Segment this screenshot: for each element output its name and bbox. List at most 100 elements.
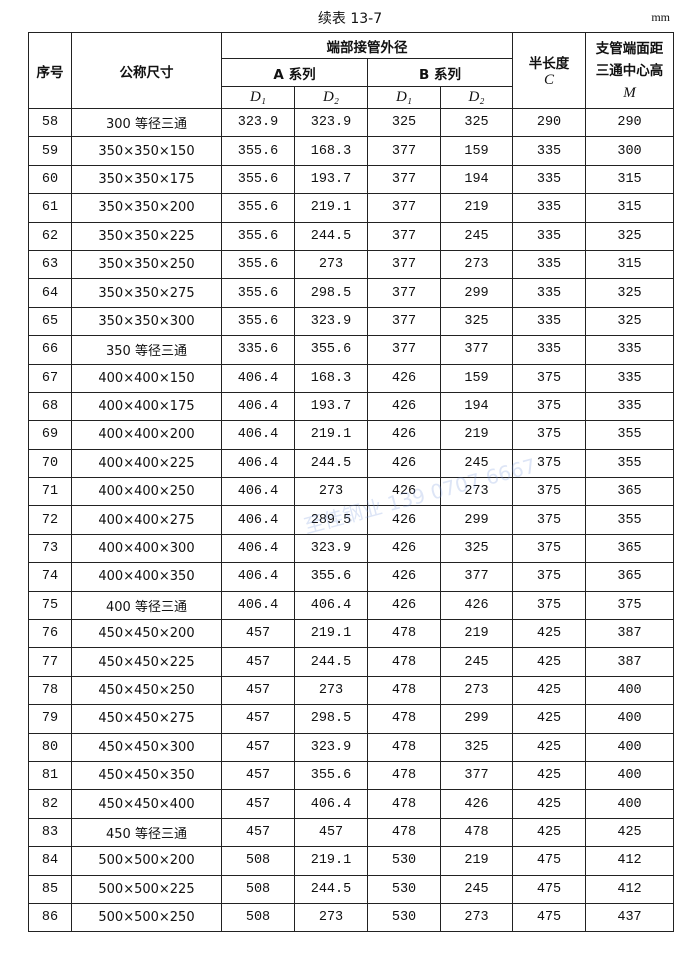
branch-height-label: 支管端面距三通中心高 — [595, 40, 664, 79]
cell-b-d1: 426 — [367, 363, 441, 393]
cell-seq: 67 — [28, 363, 72, 393]
cell-b-d2: 219 — [440, 619, 513, 649]
table-title: 续表 13-7 — [317, 11, 383, 27]
cell-seq: 68 — [28, 391, 72, 422]
cell-b-d2: 325 — [440, 306, 513, 337]
cell-m: 412 — [585, 874, 674, 904]
cell-b-d2: 273 — [440, 902, 513, 933]
cell-nominal: 400×400×150 — [71, 363, 222, 393]
cell-seq: 62 — [28, 221, 72, 251]
cell-b-d2: 426 — [440, 789, 513, 819]
cell-a-d2: 273 — [294, 249, 368, 280]
cell-b-d2: 273 — [440, 249, 513, 280]
cell-a-d2: 244.5 — [294, 647, 368, 677]
cell-b-d1: 377 — [367, 193, 441, 223]
header-a-d2: D₂ — [294, 86, 368, 109]
table-row: 82 450×450×400 457 406.4 478 426 425 400 — [28, 789, 674, 819]
cell-b-d2: 299 — [440, 704, 513, 734]
cell-a-d1: 457 — [221, 675, 295, 706]
cell-b-d1: 426 — [367, 448, 441, 479]
cell-m: 437 — [585, 902, 674, 933]
table-row: 65 350×350×300 355.6 323.9 377 325 335 325 — [28, 306, 674, 337]
cell-nominal: 350×350×175 — [71, 164, 222, 195]
cell-c: 335 — [512, 306, 586, 337]
cell-seq: 80 — [28, 732, 72, 762]
cell-a-d1: 406.4 — [221, 533, 295, 564]
cell-b-d1: 426 — [367, 533, 441, 564]
cell-m: 335 — [585, 335, 674, 365]
cell-b-d2: 478 — [440, 817, 513, 848]
cell-nominal: 500×500×250 — [71, 902, 222, 933]
cell-m: 412 — [585, 846, 674, 876]
cell-c: 375 — [512, 477, 586, 507]
header-series-a: A 系列 — [221, 58, 368, 87]
cell-m: 400 — [585, 760, 674, 791]
cell-a-d2: 323.9 — [294, 533, 368, 564]
cell-c: 425 — [512, 619, 586, 649]
cell-b-d1: 478 — [367, 817, 441, 848]
cell-b-d1: 478 — [367, 647, 441, 677]
cell-m: 365 — [585, 533, 674, 564]
cell-nominal: 500×500×225 — [71, 874, 222, 904]
cell-b-d2: 219 — [440, 846, 513, 876]
cell-c: 425 — [512, 789, 586, 819]
cell-nominal: 450×450×200 — [71, 619, 222, 649]
cell-a-d2: 355.6 — [294, 760, 368, 791]
header-seq: 序号 — [28, 32, 72, 109]
cell-seq: 74 — [28, 562, 72, 592]
cell-a-d2: 273 — [294, 902, 368, 933]
cell-b-d1: 478 — [367, 789, 441, 819]
table-row: 60 350×350×175 355.6 193.7 377 194 335 315 — [28, 164, 674, 195]
cell-m: 375 — [585, 590, 674, 621]
cell-seq: 85 — [28, 874, 72, 904]
cell-seq: 64 — [28, 278, 72, 308]
cell-b-d1: 377 — [367, 335, 441, 365]
table-row: 71 400×400×250 406.4 273 426 273 375 365 — [28, 477, 674, 507]
table-row: 72 400×400×275 406.4 289.5 426 299 375 355 — [28, 505, 674, 535]
cell-b-d1: 377 — [367, 249, 441, 280]
cell-a-d1: 457 — [221, 789, 295, 819]
cell-a-d1: 355.6 — [221, 249, 295, 280]
cell-b-d2: 273 — [440, 675, 513, 706]
table-row: 83 450 等径三通 457 457 478 478 425 425 — [28, 817, 674, 848]
cell-b-d1: 426 — [367, 477, 441, 507]
cell-a-d1: 355.6 — [221, 164, 295, 195]
cell-m: 355 — [585, 420, 674, 450]
cell-nominal: 450×450×225 — [71, 647, 222, 677]
cell-seq: 78 — [28, 675, 72, 706]
cell-a-d1: 406.4 — [221, 448, 295, 479]
cell-nominal: 350×350×225 — [71, 221, 222, 251]
cell-seq: 71 — [28, 477, 72, 507]
table-row: 79 450×450×275 457 298.5 478 299 425 400 — [28, 704, 674, 734]
cell-m: 365 — [585, 477, 674, 507]
cell-a-d1: 457 — [221, 647, 295, 677]
table-row: 81 450×450×350 457 355.6 478 377 425 400 — [28, 760, 674, 791]
table-row: 66 350 等径三通 335.6 355.6 377 377 335 335 — [28, 335, 674, 365]
cell-a-d1: 355.6 — [221, 221, 295, 251]
cell-b-d1: 530 — [367, 846, 441, 876]
cell-a-d2: 168.3 — [294, 363, 368, 393]
cell-a-d1: 355.6 — [221, 306, 295, 337]
cell-a-d2: 193.7 — [294, 164, 368, 195]
cell-a-d1: 457 — [221, 760, 295, 791]
cell-m: 315 — [585, 164, 674, 195]
cell-a-d2: 406.4 — [294, 590, 368, 621]
cell-nominal: 300 等径三通 — [71, 107, 222, 138]
header-outer-diam: 端部接管外径 — [221, 32, 513, 59]
cell-b-d1: 426 — [367, 590, 441, 621]
cell-c: 290 — [512, 107, 586, 138]
cell-b-d1: 530 — [367, 902, 441, 933]
cell-nominal: 400×400×350 — [71, 562, 222, 592]
cell-a-d1: 406.4 — [221, 562, 295, 592]
table-row: 61 350×350×200 355.6 219.1 377 219 335 315 — [28, 193, 674, 223]
cell-m: 355 — [585, 505, 674, 535]
cell-nominal: 350×350×275 — [71, 278, 222, 308]
cell-b-d1: 426 — [367, 505, 441, 535]
cell-b-d2: 273 — [440, 477, 513, 507]
cell-nominal: 400×400×275 — [71, 505, 222, 535]
cell-b-d2: 245 — [440, 221, 513, 251]
cell-a-d2: 323.9 — [294, 732, 368, 762]
cell-b-d2: 194 — [440, 391, 513, 422]
cell-a-d2: 219.1 — [294, 420, 368, 450]
header-branch-height: 支管端面距三通中心高 M — [585, 32, 674, 109]
